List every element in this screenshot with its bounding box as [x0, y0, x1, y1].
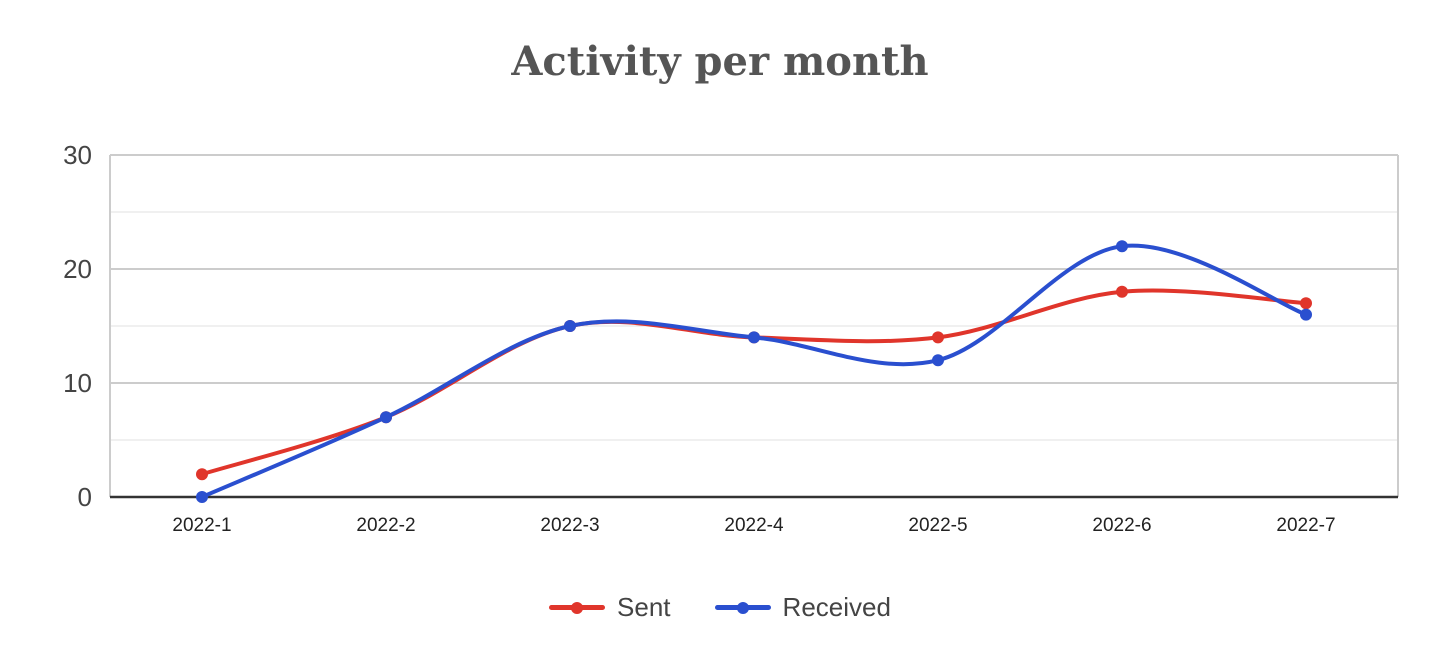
legend-swatch-sent: [549, 601, 606, 614]
data-point-received: [748, 331, 760, 344]
series-line-received: [200, 243, 1308, 499]
y-tick-label: 30: [63, 140, 92, 170]
y-tick-label: 0: [78, 482, 92, 512]
data-point-received: [380, 411, 392, 424]
data-point-received: [932, 354, 944, 367]
series-received: [196, 240, 1312, 503]
legend-item-sent[interactable]: Sent: [549, 592, 671, 623]
data-point-received: [564, 320, 576, 332]
x-tick-label: 2022-1: [172, 515, 231, 536]
legend-item-received[interactable]: Received: [714, 592, 891, 623]
data-point-sent: [1116, 285, 1128, 298]
legend-swatch-received: [714, 601, 771, 614]
y-tick-label: 10: [63, 368, 92, 398]
data-point-sent: [196, 468, 208, 481]
data-point-sent: [932, 331, 944, 344]
data-point-received: [196, 491, 208, 503]
x-tick-label: 2022-7: [1276, 515, 1335, 536]
x-tick-label: 2022-6: [1092, 515, 1151, 536]
data-point-received: [1300, 308, 1312, 321]
x-tick-label: 2022-2: [356, 515, 415, 536]
y-tick-label: 20: [63, 254, 92, 284]
x-tick-label: 2022-5: [908, 515, 967, 536]
data-point-sent: [1300, 297, 1312, 310]
legend-label-sent: Sent: [617, 592, 671, 622]
chart-legend: Sent Received: [0, 592, 1440, 623]
x-tick-label: 2022-4: [724, 515, 784, 536]
x-tick-label: 2022-3: [540, 515, 599, 536]
legend-label-received: Received: [782, 592, 891, 622]
data-point-received: [1116, 240, 1128, 253]
chart-title: Activity per month: [511, 38, 929, 85]
